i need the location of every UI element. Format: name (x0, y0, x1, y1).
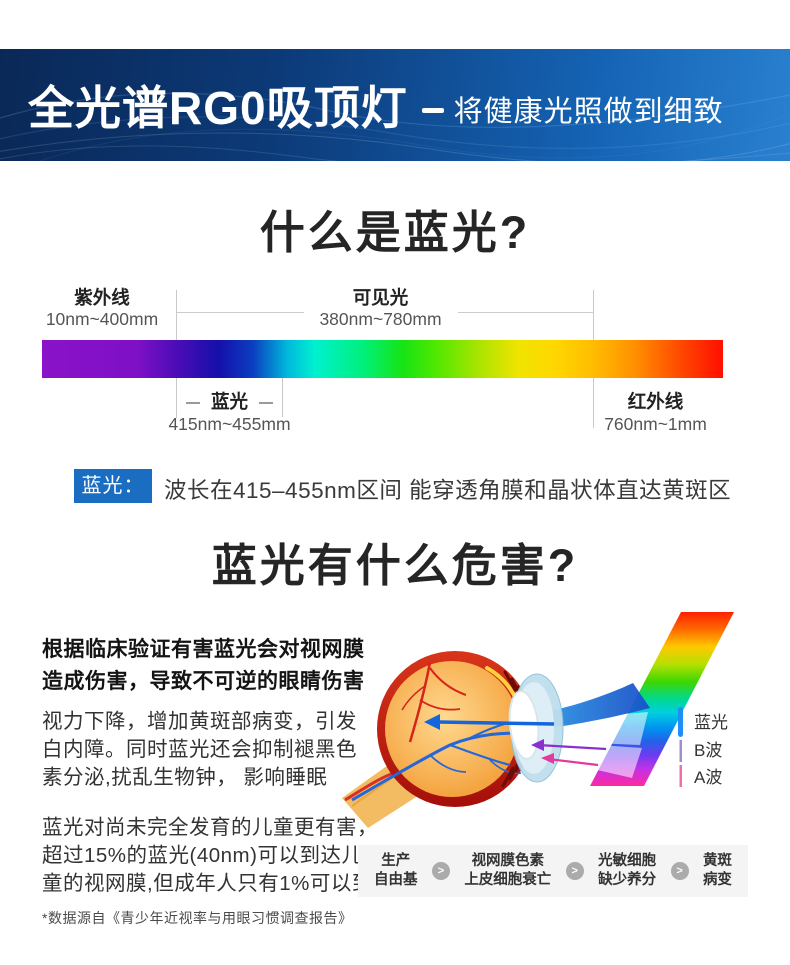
flow-step: 黄斑 病变 (703, 852, 732, 890)
definition-text: 波长在415–455nm区间 能穿透角膜和晶状体直达黄斑区 (164, 478, 732, 503)
flow-step-line: 黄斑 (702, 853, 732, 869)
body-paragraph-line: 视力下降，增加黄斑部病变，引发 (42, 710, 357, 733)
body-paragraph-line: 童的视网膜,但成年人只有1%可以到达 (42, 872, 394, 895)
blue-label-dash-right (259, 402, 273, 404)
header-banner: 全光谱RG0吸顶灯 将健康光照做到细致 (0, 49, 790, 161)
blue-light-range: 415nm~455mm (168, 414, 291, 434)
eyeball-interior (385, 661, 519, 797)
section-heading-what-is-blue-light: 什么是蓝光? (259, 207, 531, 258)
blue-label-dash-left (186, 402, 200, 404)
legend-bar-awave (679, 765, 682, 787)
body-paragraph-line: 蓝光对尚未完全发育的儿童更有害， (42, 816, 378, 839)
body-paragraph-line: 超过15%的蓝光(40nm)可以到达儿 (42, 844, 363, 867)
visible-bracket-line-right (458, 312, 593, 313)
title-dash (421, 107, 444, 113)
body-paragraph-line: 素分泌,扰乱生物钟， 影响睡眠 (42, 766, 328, 789)
uv-range: 10nm~400mm (45, 309, 159, 329)
chevron-right-icon: > (431, 862, 450, 880)
definition-term-badge: 蓝光： (74, 469, 152, 503)
b-wave-line (537, 743, 607, 751)
guide-line-455nm (282, 341, 283, 417)
blue-light-arrowhead-icon (424, 714, 440, 730)
flow-step-line: 自由基 (374, 872, 418, 888)
flow-step-line: 缺少养分 (598, 872, 657, 888)
a-wave-line (547, 757, 599, 767)
body-paragraph-line: 白内障。同时蓝光还会抑制褪黑色 (42, 738, 357, 761)
infrared-range: 760nm~1mm (604, 414, 707, 434)
flow-step: 光敏细胞 缺少养分 (598, 852, 656, 890)
legend-label-awave: A波 (694, 768, 722, 787)
flow-step: 视网膜色素 上皮细胞衰亡 (464, 852, 551, 890)
uv-label: 紫外线 (74, 287, 130, 308)
retina-red-vessels (401, 661, 467, 743)
blue-light-path-line (437, 720, 555, 726)
legend-bar-bwave (679, 740, 682, 762)
page-title: 全光谱RG0吸顶灯 (28, 82, 408, 134)
legend-label-bwave: B波 (694, 741, 722, 760)
lead-paragraph-line: 根据临床验证有害蓝光会对视网膜 (42, 638, 365, 661)
harm-process-flow: 生产 自由基 > 视网膜色素 上皮细胞衰亡 > 光敏细胞 缺少养分 > 黄斑 病… (358, 845, 748, 897)
visible-light-range: 380nm~780mm (319, 309, 442, 329)
flow-step-line: 视网膜色素 (471, 853, 545, 869)
data-source-footnote: *数据源自《青少年近视率与用眼习惯调查报告》 (42, 910, 353, 926)
infrared-label: 红外线 (627, 391, 684, 412)
page-subtitle: 将健康光照做到细致 (453, 96, 724, 128)
a-wave-arrowhead-icon (541, 753, 554, 764)
flow-step: 生产 自由基 (374, 852, 418, 890)
visible-light-label: 可见光 (352, 287, 409, 308)
banner-wave-decoration (0, 92, 790, 161)
section-heading-blue-light-harm: 蓝光有什么危害? (211, 540, 579, 591)
flow-step-line: 病变 (702, 872, 732, 888)
flow-step-line: 生产 (381, 853, 411, 869)
legend-bar-blue (678, 707, 683, 737)
lead-paragraph-line: 造成伤害，导致不可逆的眼睛伤害 (42, 670, 365, 693)
b-wave-arrowhead-icon (531, 739, 544, 751)
legend-label-blue: 蓝光 (694, 713, 728, 732)
chevron-right-icon: > (670, 862, 689, 880)
chevron-right-icon: > (565, 862, 584, 880)
flow-step-line: 上皮细胞衰亡 (464, 872, 552, 888)
visible-bracket-line-left (176, 312, 304, 313)
blue-light-label: 蓝光 (210, 391, 248, 412)
eye-diagram: 蓝光 B波 A波 (342, 612, 734, 828)
flow-step-line: 光敏细胞 (598, 853, 657, 869)
spectrum-gradient-bar (42, 340, 723, 378)
